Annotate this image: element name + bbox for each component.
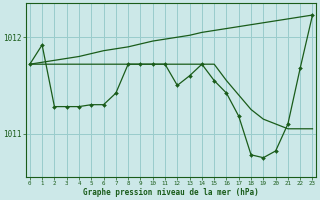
X-axis label: Graphe pression niveau de la mer (hPa): Graphe pression niveau de la mer (hPa) bbox=[83, 188, 259, 197]
